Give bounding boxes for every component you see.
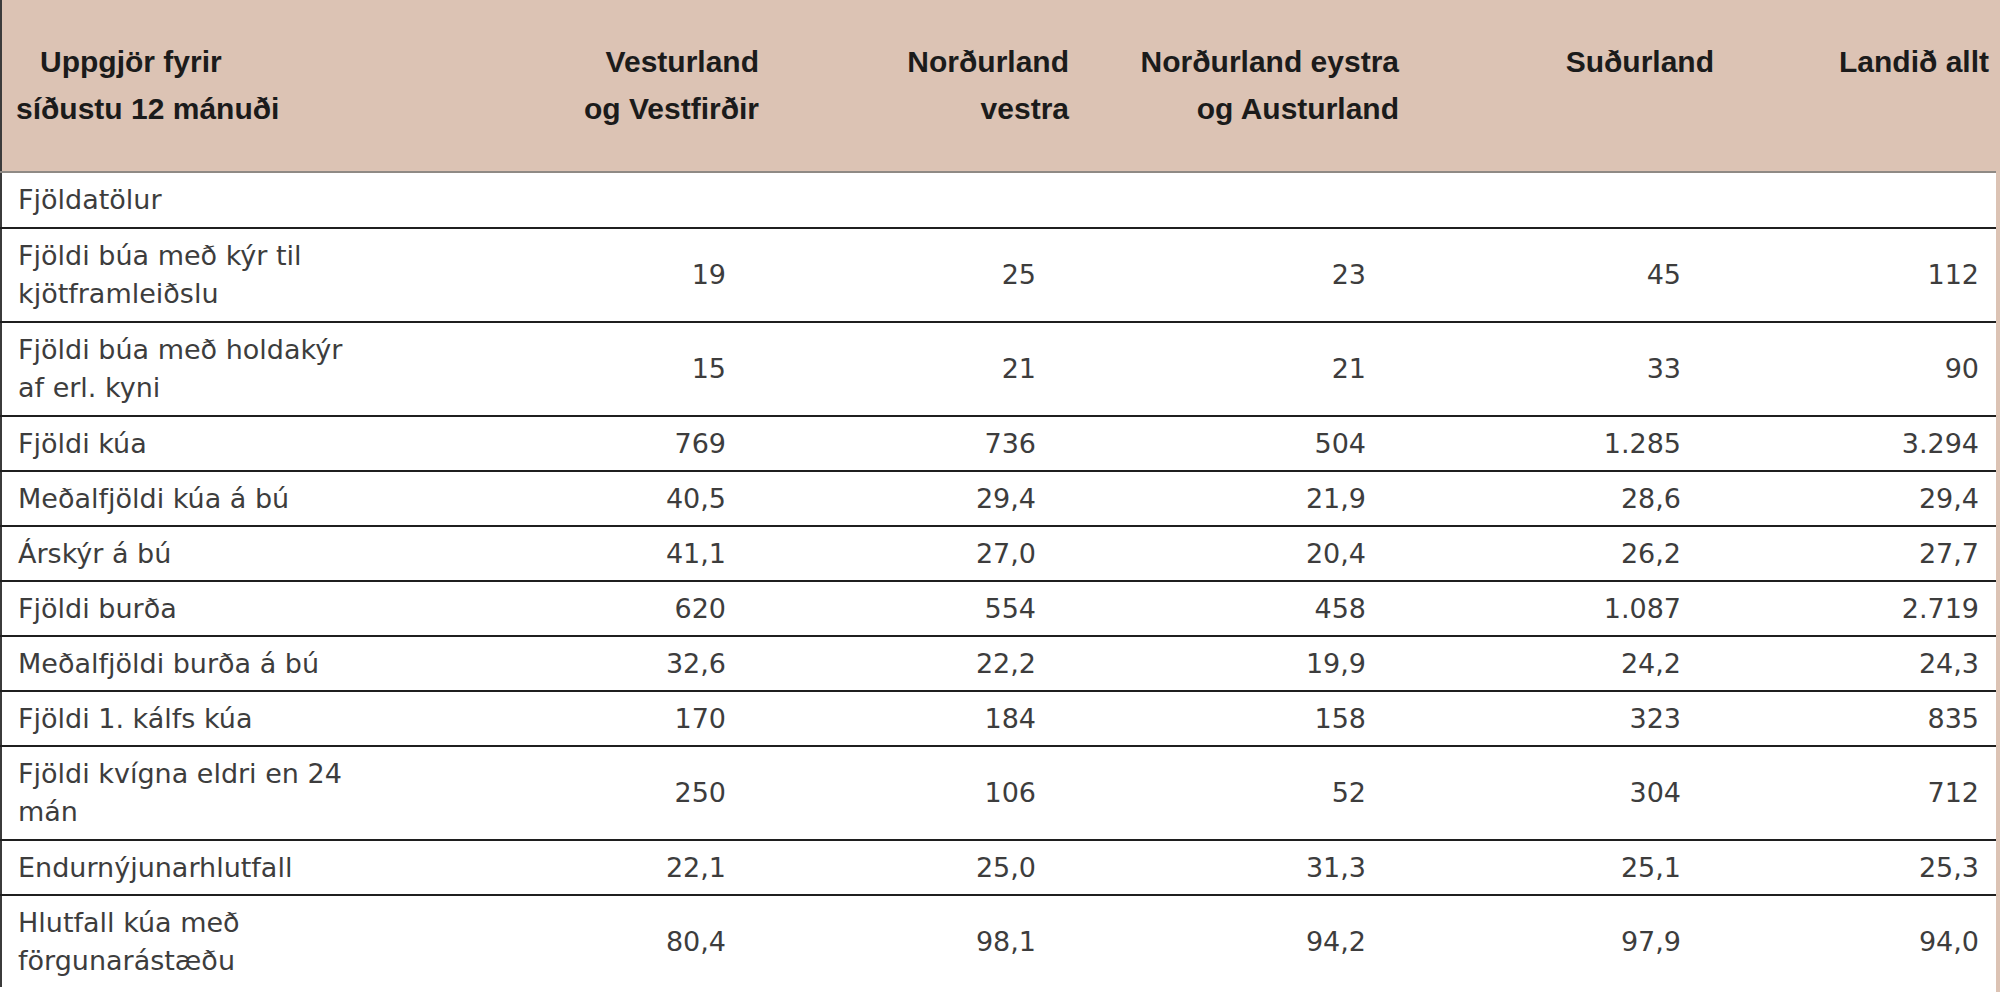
row-label: Meðalfjöldi burða á bú — [1, 636, 451, 691]
cell-value: 33 — [1411, 322, 1726, 416]
cell-value: 80,4 — [451, 895, 771, 987]
cell-value: 106 — [771, 746, 1081, 840]
cell-value: 94,0 — [1726, 895, 2000, 987]
cell-value: 22,1 — [451, 840, 771, 895]
cell-value: 21 — [1081, 322, 1411, 416]
row-label: Fjöldi kvígna eldri en 24 mán — [1, 746, 451, 840]
right-edge-strip — [1996, 0, 2000, 992]
cell-value: 736 — [771, 416, 1081, 471]
cell-value: 25,1 — [1411, 840, 1726, 895]
table-body: FjöldatölurFjöldi búa með kýr til kjötfr… — [1, 172, 2000, 987]
cell-value: 25,3 — [1726, 840, 2000, 895]
table-row: Meðalfjöldi burða á bú32,622,219,924,224… — [1, 636, 2000, 691]
header-row: Uppgjör fyrir síðustu 12 mánuði Vesturla… — [1, 0, 2000, 172]
cell-value: 323 — [1411, 691, 1726, 746]
cell-value: 184 — [771, 691, 1081, 746]
row-label: Endurnýjunarhlutfall — [1, 840, 451, 895]
cell-value: 458 — [1081, 581, 1411, 636]
cell-value: 26,2 — [1411, 526, 1726, 581]
cell-value: 112 — [1726, 228, 2000, 322]
header-col-vesturland: Vesturland og Vestfirðir — [451, 0, 771, 172]
table-header: Uppgjör fyrir síðustu 12 mánuði Vesturla… — [1, 0, 2000, 172]
table-row: Fjöldi 1. kálfs kúa170184158323835 — [1, 691, 2000, 746]
section-label: Fjöldatölur — [1, 172, 2000, 228]
cell-value: 45 — [1411, 228, 1726, 322]
cell-value: 21 — [771, 322, 1081, 416]
report-table-container: Uppgjör fyrir síðustu 12 mánuði Vesturla… — [0, 0, 2000, 992]
cell-value: 769 — [451, 416, 771, 471]
cell-value: 250 — [451, 746, 771, 840]
table-row: Árskýr á bú41,127,020,426,227,7 — [1, 526, 2000, 581]
cell-value: 15 — [451, 322, 771, 416]
cell-value: 29,4 — [1726, 471, 2000, 526]
cell-value: 3.294 — [1726, 416, 2000, 471]
row-label: Fjöldi 1. kálfs kúa — [1, 691, 451, 746]
cell-value: 19,9 — [1081, 636, 1411, 691]
table-row: Fjöldi kúa7697365041.2853.294 — [1, 416, 2000, 471]
cell-value: 620 — [451, 581, 771, 636]
table-row: Endurnýjunarhlutfall22,125,031,325,125,3 — [1, 840, 2000, 895]
cell-value: 20,4 — [1081, 526, 1411, 581]
cell-value: 98,1 — [771, 895, 1081, 987]
row-label: Fjöldi búa með kýr til kjötframleiðslu — [1, 228, 451, 322]
row-label: Fjöldi búa með holdakýr af erl. kyni — [1, 322, 451, 416]
cell-value: 554 — [771, 581, 1081, 636]
cell-value: 29,4 — [771, 471, 1081, 526]
cell-value: 24,2 — [1411, 636, 1726, 691]
cell-value: 27,7 — [1726, 526, 2000, 581]
table-row: Fjöldi kvígna eldri en 24 mán25010652304… — [1, 746, 2000, 840]
cell-value: 25 — [771, 228, 1081, 322]
cell-value: 23 — [1081, 228, 1411, 322]
cell-value: 2.719 — [1726, 581, 2000, 636]
cell-value: 52 — [1081, 746, 1411, 840]
cell-value: 21,9 — [1081, 471, 1411, 526]
header-col-sudurland: Suðurland — [1411, 0, 1726, 172]
cell-value: 90 — [1726, 322, 2000, 416]
cell-value: 835 — [1726, 691, 2000, 746]
section-row: Fjöldatölur — [1, 172, 2000, 228]
row-label: Fjöldi kúa — [1, 416, 451, 471]
cell-value: 712 — [1726, 746, 2000, 840]
cell-value: 304 — [1411, 746, 1726, 840]
cell-value: 1.087 — [1411, 581, 1726, 636]
cell-value: 28,6 — [1411, 471, 1726, 526]
cell-value: 94,2 — [1081, 895, 1411, 987]
row-label: Hlutfall kúa með förgunarástæðu — [1, 895, 451, 987]
row-label: Fjöldi burða — [1, 581, 451, 636]
row-label: Árskýr á bú — [1, 526, 451, 581]
cell-value: 32,6 — [451, 636, 771, 691]
cell-value: 31,3 — [1081, 840, 1411, 895]
cell-value: 25,0 — [771, 840, 1081, 895]
cell-value: 97,9 — [1411, 895, 1726, 987]
header-period-label: Uppgjör fyrir síðustu 12 mánuði — [1, 0, 451, 172]
livestock-report-table: Uppgjör fyrir síðustu 12 mánuði Vesturla… — [0, 0, 2000, 987]
cell-value: 41,1 — [451, 526, 771, 581]
cell-value: 27,0 — [771, 526, 1081, 581]
table-row: Hlutfall kúa með förgunarástæðu80,498,19… — [1, 895, 2000, 987]
cell-value: 504 — [1081, 416, 1411, 471]
table-row: Fjöldi búa með holdakýr af erl. kyni1521… — [1, 322, 2000, 416]
cell-value: 1.285 — [1411, 416, 1726, 471]
table-row: Fjöldi burða6205544581.0872.719 — [1, 581, 2000, 636]
cell-value: 24,3 — [1726, 636, 2000, 691]
header-col-nordurland-vestra: Norðurland vestra — [771, 0, 1081, 172]
cell-value: 22,2 — [771, 636, 1081, 691]
header-col-nordurland-eystra: Norðurland eystra og Austurland — [1081, 0, 1411, 172]
row-label: Meðalfjöldi kúa á bú — [1, 471, 451, 526]
header-col-landid-allt: Landið allt — [1726, 0, 2000, 172]
cell-value: 170 — [451, 691, 771, 746]
cell-value: 40,5 — [451, 471, 771, 526]
table-row: Fjöldi búa með kýr til kjötframleiðslu19… — [1, 228, 2000, 322]
table-row: Meðalfjöldi kúa á bú40,529,421,928,629,4 — [1, 471, 2000, 526]
cell-value: 158 — [1081, 691, 1411, 746]
cell-value: 19 — [451, 228, 771, 322]
